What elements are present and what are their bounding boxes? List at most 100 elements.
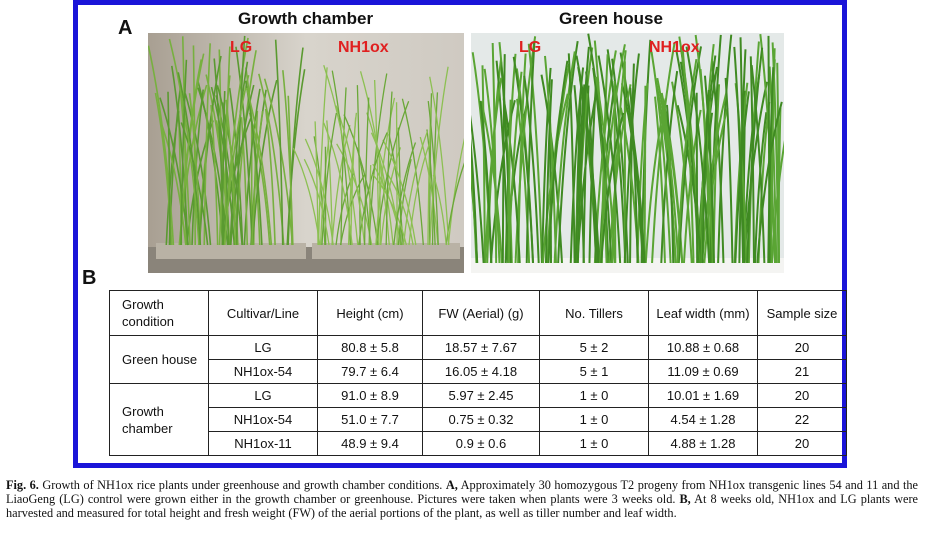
condition-green-house: Green house: [109, 335, 209, 384]
rice-leaf: [331, 124, 351, 246]
rice-leaf: [643, 85, 647, 264]
rice-leaf: [768, 66, 778, 264]
rice-leaf: [621, 83, 646, 264]
header-sample-size: Sample size: [757, 290, 847, 336]
rice-leaf: [317, 67, 328, 246]
rice-leaf: [588, 84, 597, 264]
tray-right: [312, 243, 460, 259]
figure-frame: A Growth chamber Green house LG NH1ox LG…: [73, 0, 847, 468]
rice-leaf: [347, 112, 358, 246]
rice-leaf: [575, 55, 601, 264]
rice-leaf: [711, 60, 725, 264]
figure-caption: Fig. 6. Growth of NH1ox rice plants unde…: [6, 478, 918, 520]
cell-sample-size: 21: [757, 359, 847, 384]
rice-leaf: [738, 49, 747, 264]
rice-leaf: [484, 77, 503, 264]
growth-chamber-photo: LG NH1ox: [148, 33, 464, 273]
rice-leaf: [321, 112, 338, 246]
header-height: Height (cm): [317, 290, 423, 336]
rice-leaf: [178, 77, 191, 246]
rice-leaf: [375, 101, 410, 246]
cell-fw: 5.97 ± 2.45: [422, 383, 540, 408]
table-row: Growth chamber LG 91.0 ± 8.9 5.97 ± 2.45…: [109, 383, 847, 456]
rice-leaf: [429, 76, 450, 246]
rice-leaf: [724, 77, 734, 264]
rice-leaf: [221, 91, 226, 246]
rice-leaf: [481, 65, 486, 264]
rice-leaf: [401, 98, 424, 246]
rice-leaf: [776, 62, 781, 264]
rice-leaf: [165, 110, 180, 246]
rice-leaf: [629, 87, 639, 264]
cell-fw: 0.75 ± 0.32: [422, 407, 540, 432]
cell-leaf-width: 10.88 ± 0.68: [648, 335, 758, 360]
rice-leaf: [507, 71, 523, 264]
header-growth-condition: Growth condition: [109, 290, 209, 336]
cell-line: NH1ox-54: [208, 359, 318, 384]
caption-a-text: Approximately 30 homozygous T2 progeny f…: [6, 478, 918, 506]
header-leaf-width: Leaf width (mm): [648, 290, 758, 336]
rice-leaf: [651, 42, 676, 264]
rice-leaf: [372, 173, 407, 246]
rice-leaf: [629, 63, 635, 264]
rice-leaf: [756, 101, 783, 264]
rice-leaf: [323, 64, 359, 246]
rice-leaf: [512, 56, 535, 264]
rice-leaf: [547, 60, 569, 264]
rice-leaf: [576, 46, 590, 264]
rice-leaf: [427, 101, 439, 246]
rice-leaf: [323, 122, 353, 246]
rice-leaf: [251, 79, 278, 246]
rice-leaf: [363, 97, 370, 246]
green-house-title: Green house: [559, 9, 663, 28]
rice-leaf: [557, 41, 579, 264]
rice-leaf: [516, 98, 531, 264]
rice-leaf: [292, 147, 321, 246]
cell-fw: 16.05 ± 4.18: [422, 359, 540, 384]
rice-leaf: [447, 137, 464, 246]
rice-leaf: [660, 70, 679, 264]
condition-growth-chamber: Growth chamber: [109, 383, 209, 456]
cell-line: LG: [208, 335, 318, 360]
rice-leaf: [479, 100, 493, 264]
rice-leaf: [168, 38, 200, 246]
rice-leaf: [483, 68, 501, 264]
rice-leaf: [335, 105, 366, 246]
rice-leaf: [703, 107, 729, 264]
rice-leaf: [386, 173, 414, 246]
rice-leaf: [432, 174, 447, 246]
rice-leaf: [385, 91, 393, 246]
cell-tillers: 5 ± 2: [539, 335, 649, 360]
header-tillers: No. Tillers: [539, 290, 649, 336]
rice-leaf: [545, 79, 553, 264]
rice-leaf: [235, 46, 253, 246]
panel-a-label: A: [118, 17, 133, 39]
photo-label-nh1ox: NH1ox: [649, 39, 700, 56]
rice-leaf: [623, 53, 640, 264]
rice-leaf: [527, 43, 543, 264]
cell-height: 80.8 ± 5.8: [317, 335, 423, 360]
rice-leaf: [541, 67, 552, 264]
table-row: NH1ox-54 79.7 ± 6.4 16.05 ± 4.18 5 ± 1 1…: [110, 359, 847, 384]
rice-leaf: [340, 87, 347, 246]
green-house-plants-image: [471, 33, 784, 273]
rice-leaf: [703, 75, 715, 264]
panel-b-label: B: [82, 267, 97, 289]
growth-chamber-plants-image: [148, 33, 464, 273]
rice-leaf: [750, 64, 766, 264]
rice-leaf: [393, 142, 417, 246]
rice-leaf: [733, 46, 745, 264]
rice-leaf: [541, 93, 569, 264]
cell-height: 91.0 ± 8.9: [317, 383, 423, 408]
rice-leaf: [198, 55, 222, 246]
photo-label-lg: LG: [230, 39, 253, 56]
cell-tillers: 5 ± 1: [539, 359, 649, 384]
cell-leaf-width: 11.09 ± 0.69: [648, 359, 758, 384]
cell-leaf-width: 10.01 ± 1.69: [648, 383, 758, 408]
rice-leaf: [553, 51, 576, 264]
caption-b-label: B,: [679, 492, 691, 506]
rice-leaf: [600, 112, 625, 264]
rice-leaf: [243, 88, 261, 246]
cell-tillers: 1 ± 0: [539, 407, 649, 432]
rice-leaf: [180, 59, 188, 246]
